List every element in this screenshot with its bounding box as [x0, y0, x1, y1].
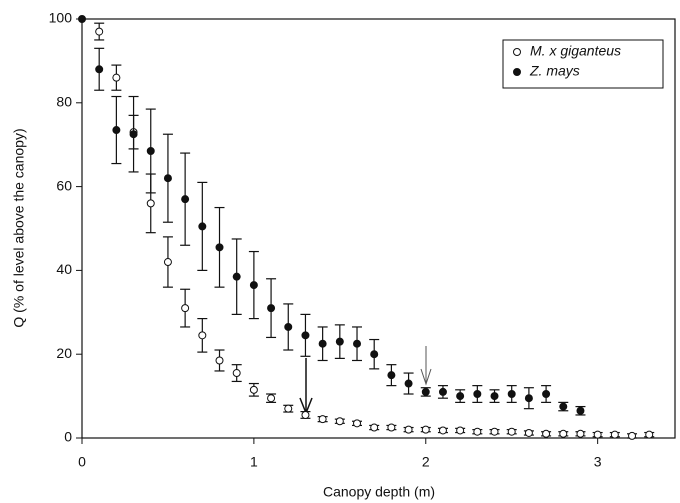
point	[387, 423, 396, 432]
point	[232, 369, 241, 378]
point	[473, 390, 482, 399]
y-tick-label: 100	[49, 10, 73, 26]
point	[628, 431, 637, 440]
point	[267, 304, 276, 313]
y-axis-title: Q (% of level above the canopy)	[11, 128, 27, 327]
y-tick-label: 0	[64, 429, 72, 445]
point	[404, 379, 413, 388]
point	[198, 331, 207, 340]
point	[301, 410, 310, 419]
point	[438, 426, 447, 435]
point	[421, 425, 430, 434]
point	[215, 356, 224, 365]
point	[95, 27, 104, 36]
point	[335, 417, 344, 426]
point	[542, 429, 551, 438]
point	[370, 423, 379, 432]
point	[370, 350, 379, 359]
point	[249, 385, 258, 394]
point	[163, 258, 172, 267]
point	[301, 331, 310, 340]
point	[542, 390, 551, 399]
point	[524, 428, 533, 437]
legend-label: M. x giganteus	[530, 43, 621, 59]
point	[421, 387, 430, 396]
point	[112, 73, 121, 82]
point	[318, 339, 327, 348]
point	[181, 304, 190, 313]
point	[78, 15, 86, 23]
point	[215, 243, 224, 252]
point	[438, 387, 447, 396]
point	[146, 199, 155, 208]
x-tick-label: 1	[250, 454, 258, 470]
point	[232, 272, 241, 281]
point	[559, 402, 568, 411]
point	[146, 146, 155, 155]
point	[490, 392, 499, 401]
x-tick-label: 3	[594, 454, 602, 470]
point	[95, 65, 104, 74]
legend-label: Z. mays	[529, 63, 580, 79]
x-tick-label: 0	[78, 454, 86, 470]
point	[163, 174, 172, 183]
point	[593, 430, 602, 439]
point	[181, 195, 190, 204]
point	[318, 415, 327, 424]
point	[353, 339, 362, 348]
legend-marker	[513, 68, 521, 76]
point	[249, 281, 258, 290]
point	[524, 394, 533, 403]
point	[284, 404, 293, 413]
y-tick-label: 20	[56, 345, 72, 361]
point	[576, 406, 585, 415]
point	[576, 429, 585, 438]
point	[456, 392, 465, 401]
annotation-arrows	[299, 346, 432, 416]
point	[610, 430, 619, 439]
point	[507, 427, 516, 436]
point	[490, 427, 499, 436]
point	[198, 222, 207, 231]
legend-marker	[513, 48, 521, 56]
point	[112, 126, 121, 135]
point	[284, 322, 293, 331]
plot-frame	[81, 18, 676, 439]
point	[473, 427, 482, 436]
point	[645, 430, 654, 439]
y-tick-label: 60	[56, 177, 72, 193]
point	[387, 371, 396, 380]
point	[456, 426, 465, 435]
x-tick-label: 2	[422, 454, 430, 470]
y-tick-label: 40	[56, 261, 72, 277]
point	[267, 394, 276, 403]
legend-box	[502, 39, 664, 89]
x-axis-title: Canopy depth (m)	[323, 484, 435, 500]
point	[129, 130, 138, 139]
y-tick-label: 80	[56, 94, 72, 110]
point	[335, 337, 344, 346]
point	[404, 425, 413, 434]
point	[559, 429, 568, 438]
point	[353, 419, 362, 428]
point	[507, 390, 516, 399]
